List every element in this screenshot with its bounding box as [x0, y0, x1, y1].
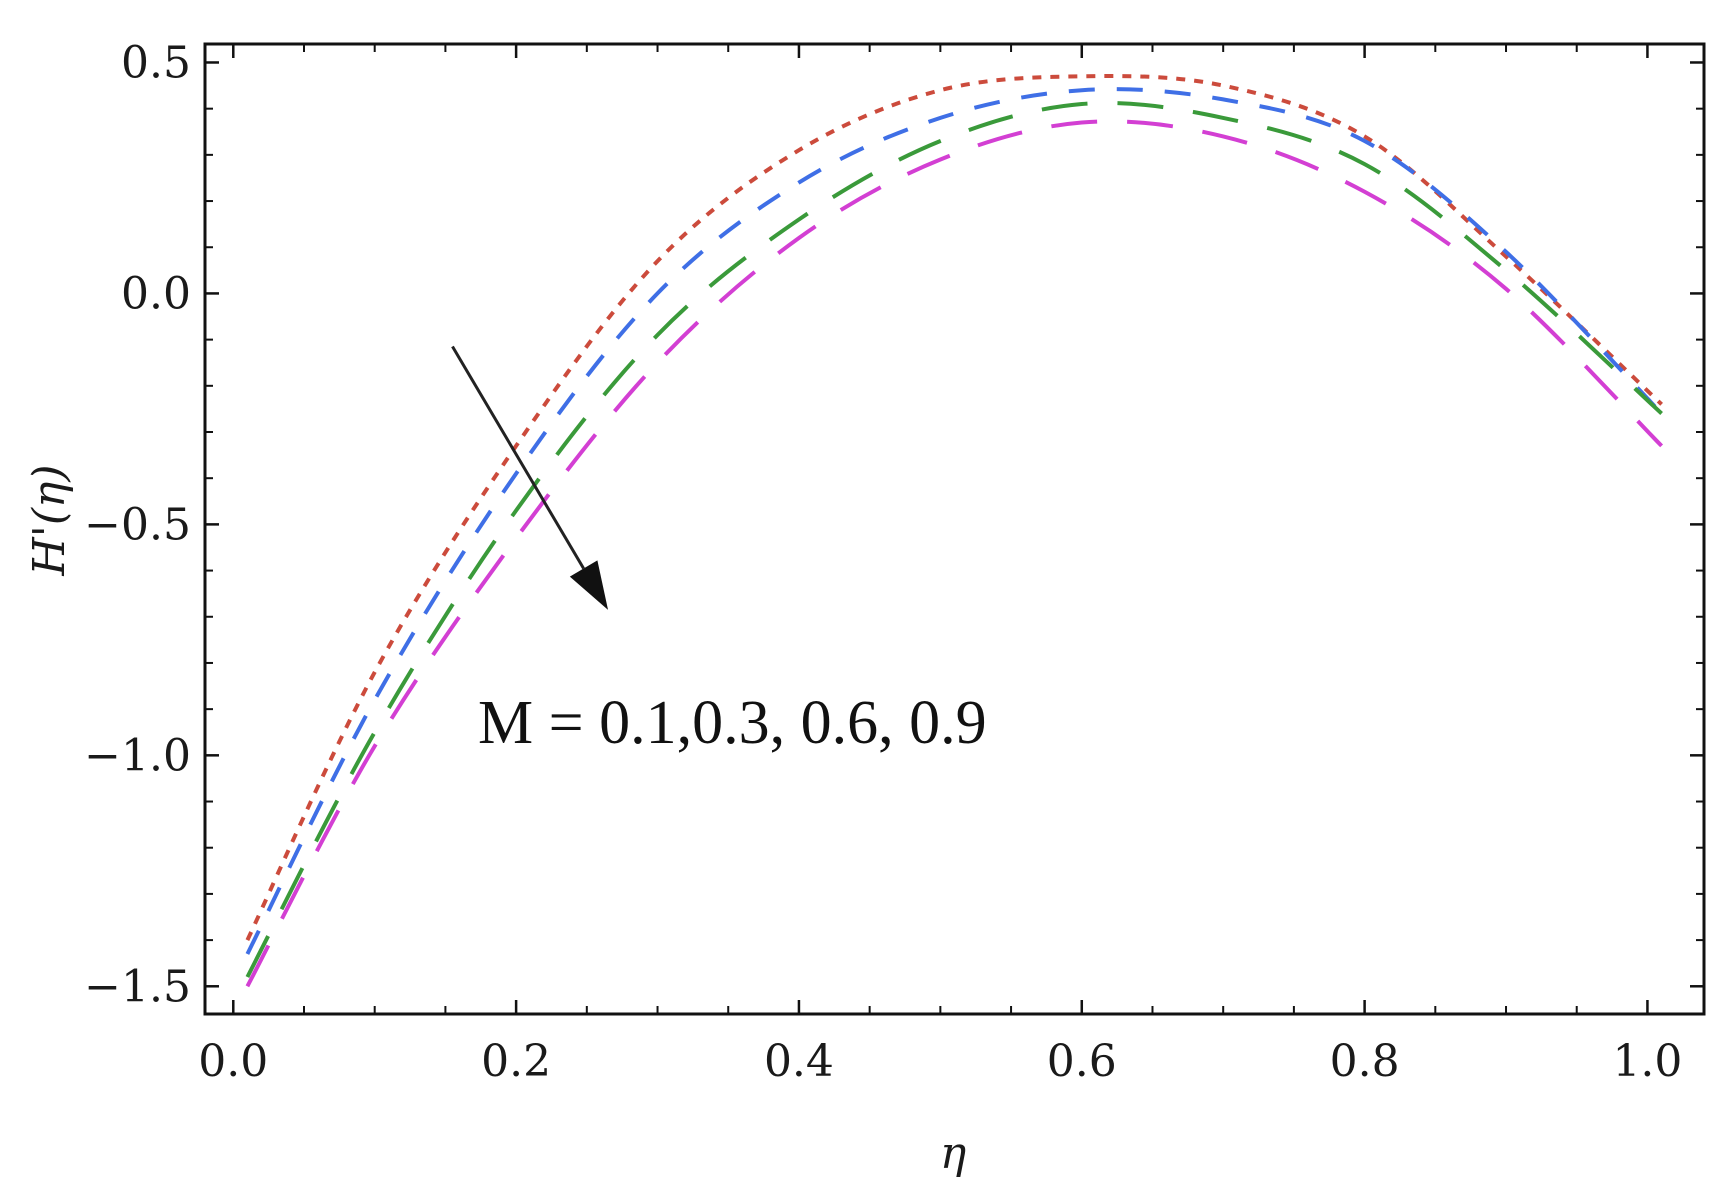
plot-frame — [203, 42, 1706, 1016]
x-tick-label: 0.4 — [764, 1036, 834, 1087]
x-tick-label: 0.6 — [1047, 1036, 1117, 1087]
y-tick-label: −1.5 — [84, 961, 191, 1012]
x-axis-label: η — [940, 1128, 966, 1179]
y-tick-label: 0.0 — [121, 268, 191, 319]
annotation-arrow — [451, 345, 585, 570]
y-tick-label: −0.5 — [84, 499, 191, 550]
ticks-layer: 0.0 0.2 0.4 0.6 0.8 1.0 0.5 0.0 −0.5 −1.0 −1.5 — [84, 37, 1704, 1087]
series-line-1 — [245, 74, 1663, 941]
x-tick-label: 0.8 — [1330, 1036, 1400, 1087]
y-tick-label: 0.5 — [121, 37, 191, 88]
annotation-arrowhead — [569, 560, 609, 610]
series-line-4 — [245, 119, 1664, 988]
x-tick-label: 0.2 — [481, 1036, 551, 1087]
y-axis-label: H'(η) — [24, 464, 75, 576]
annotation-text: M = 0.1,0.3, 0.6, 0.9 — [478, 689, 987, 757]
x-tick-label: 1.0 — [1612, 1036, 1682, 1087]
x-tick-label: 0.0 — [198, 1036, 268, 1087]
annotation-layer: M = 0.1,0.3, 0.6, 0.9 — [451, 345, 987, 757]
y-tick-label: −1.0 — [84, 730, 191, 781]
series-line-2 — [245, 87, 1664, 955]
series-layer — [245, 74, 1664, 988]
series-line-3 — [245, 101, 1663, 978]
